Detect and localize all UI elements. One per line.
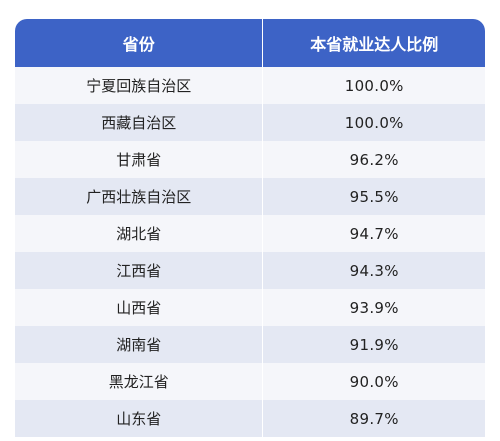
province-cell: 山西省 [15,289,264,326]
province-cell: 宁夏回族自治区 [15,67,264,104]
ratio-cell: 94.3% [349,261,399,280]
ratio-cell: 100.0% [344,113,404,132]
table-row: 湖南省 91.9% [15,326,485,363]
province-employment-table: 省份 本省就业达人比例 宁夏回族自治区 100.0% 西藏自治区 100.0% … [15,19,485,437]
ratio-cell: 100.0% [344,76,404,95]
ratio-cell: 93.9% [349,298,399,317]
province-cell: 湖北省 [15,215,264,252]
province-cell: 甘肃省 [15,141,264,178]
province-cell: 广西壮族自治区 [15,178,264,215]
province-cell: 江西省 [15,252,264,289]
table-header: 省份 本省就业达人比例 [15,19,485,67]
table-row: 黑龙江省 90.0% [15,363,485,400]
table-row: 山东省 89.7% [15,400,485,437]
ratio-cell: 95.5% [349,187,399,206]
ratio-cell: 90.0% [349,372,399,391]
province-cell: 西藏自治区 [15,104,264,141]
table-row: 宁夏回族自治区 100.0% [15,67,485,104]
table-row: 湖北省 94.7% [15,215,485,252]
ratio-cell: 89.7% [349,409,399,428]
table-row: 山西省 93.9% [15,289,485,326]
header-province: 省份 [15,19,264,67]
ratio-cell: 96.2% [349,150,399,169]
table-row: 江西省 94.3% [15,252,485,289]
province-cell: 湖南省 [15,326,264,363]
table-row: 甘肃省 96.2% [15,141,485,178]
header-ratio: 本省就业达人比例 [310,35,439,54]
ratio-cell: 94.7% [349,224,399,243]
table-row: 广西壮族自治区 95.5% [15,178,485,215]
table-row: 西藏自治区 100.0% [15,104,485,141]
province-cell: 黑龙江省 [15,363,264,400]
ratio-cell: 91.9% [349,335,399,354]
province-cell: 山东省 [15,400,264,437]
